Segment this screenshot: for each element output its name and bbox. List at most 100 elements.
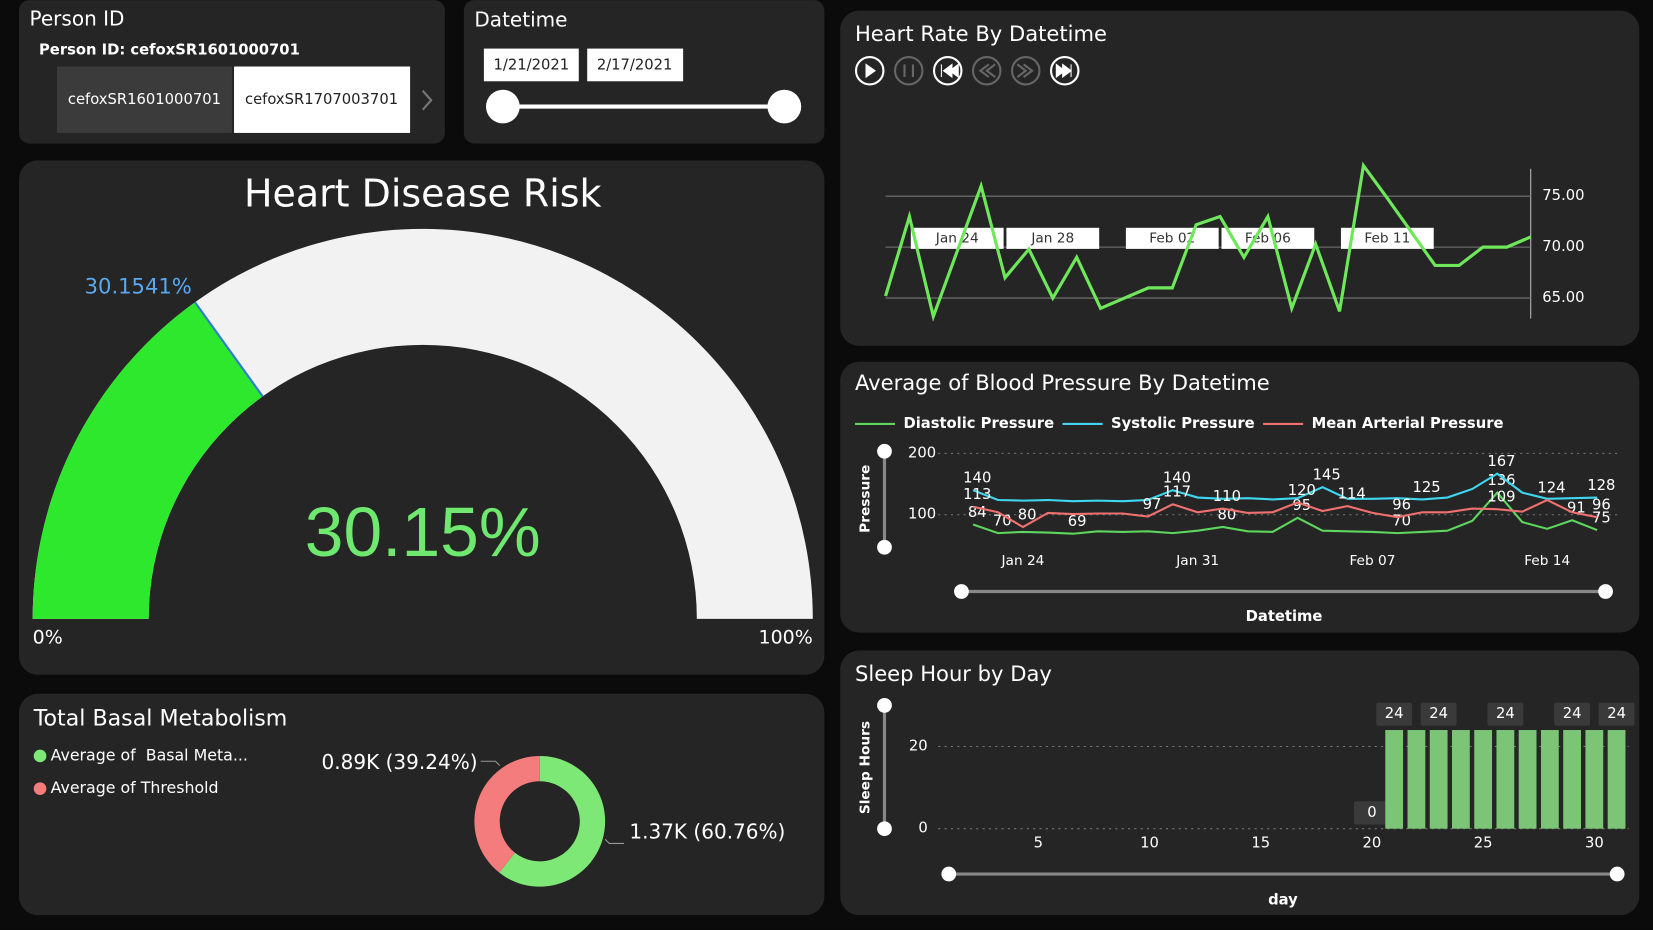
y-tick-label: 75.00 xyxy=(1542,187,1584,204)
chart-title: Average of Blood Pressure By Datetime xyxy=(855,370,1270,395)
data-label: 120 xyxy=(1288,482,1316,499)
data-label: 140 xyxy=(1163,470,1191,487)
play-controls xyxy=(854,55,1080,86)
y-tick-label: 20 xyxy=(909,737,928,754)
slider-handle[interactable] xyxy=(485,89,520,124)
data-label: 117 xyxy=(1163,484,1191,501)
x-tick-label: 30 xyxy=(1585,834,1604,851)
x-tick-label: Jan 24 xyxy=(935,230,979,246)
y-tick-label: 0 xyxy=(918,820,927,837)
slider-handle[interactable] xyxy=(1609,866,1625,882)
next-icon xyxy=(1016,63,1034,78)
first-icon xyxy=(940,63,959,79)
bar xyxy=(1540,730,1559,829)
legend-label: Average of Basal Meta... xyxy=(51,745,248,764)
data-label: 128 xyxy=(1587,477,1615,494)
date-start[interactable]: 1/21/2021 xyxy=(494,56,570,73)
date-input[interactable] xyxy=(483,48,579,82)
chart-title: Sleep Hour by Day xyxy=(855,661,1052,686)
slicer-item[interactable] xyxy=(234,66,411,133)
data-label: 24 xyxy=(1496,705,1515,722)
next-button[interactable] xyxy=(1010,55,1041,86)
x-tick-label: 10 xyxy=(1140,834,1159,851)
heart-panel xyxy=(840,10,1640,346)
gauge-value-label: 30.15% xyxy=(305,493,541,571)
x-tick-label: Feb 07 xyxy=(1349,553,1395,569)
slicer-header: Person ID: cefoxSR1601000701 xyxy=(39,42,300,59)
slider-handle[interactable] xyxy=(954,584,969,599)
date-end[interactable]: 2/17/2021 xyxy=(597,56,673,73)
data-label: 167 xyxy=(1487,453,1515,470)
gauge-tick-label: 100% xyxy=(759,626,813,648)
scroll-arrow[interactable] xyxy=(421,90,433,111)
pause-button[interactable] xyxy=(893,55,924,86)
slider-handle[interactable] xyxy=(877,539,892,555)
series-line xyxy=(884,161,1532,322)
data-label: 145 xyxy=(1313,467,1341,484)
chart-title: Heart Disease Risk xyxy=(244,172,602,216)
legend-label: Diastolic Pressure xyxy=(903,415,1054,432)
y-tick-label: 65.00 xyxy=(1542,289,1584,306)
pause-icon xyxy=(903,64,914,78)
last-icon xyxy=(1055,63,1072,79)
date-input[interactable] xyxy=(587,48,684,82)
data-label: 24 xyxy=(1563,705,1582,722)
data-label-box xyxy=(1420,702,1457,726)
x-axis-title: day xyxy=(1268,891,1298,908)
x-tick-label: Feb 02 xyxy=(1149,230,1195,246)
first-button[interactable] xyxy=(932,55,963,86)
data-label: 0.89K (39.24%) xyxy=(322,750,478,774)
slicer-title: Datetime xyxy=(474,8,567,32)
prev-icon xyxy=(978,63,996,78)
slider-handle[interactable] xyxy=(1598,584,1613,599)
legend-label: Average of Threshold xyxy=(51,778,219,797)
last-button[interactable] xyxy=(1049,55,1080,86)
bar xyxy=(1451,730,1470,829)
bar xyxy=(1474,730,1493,829)
x-tick-label: Jan 24 xyxy=(1001,553,1045,569)
data-label: 80 xyxy=(1018,506,1037,523)
slicer-item-label[interactable]: cefoxSR1707003701 xyxy=(245,91,398,108)
slicer-item[interactable] xyxy=(56,66,232,133)
y-axis-title: Sleep Hours xyxy=(858,721,874,814)
prev-button[interactable] xyxy=(971,55,1002,86)
data-label: 69 xyxy=(1068,513,1087,530)
data-label-box xyxy=(1376,702,1413,726)
data-label: 124 xyxy=(1537,479,1565,496)
y-tick-label: 200 xyxy=(908,444,936,461)
data-label: 140 xyxy=(963,470,991,487)
data-label: 95 xyxy=(1292,497,1311,514)
slider-handle[interactable] xyxy=(877,821,892,837)
data-label: 24 xyxy=(1429,705,1448,722)
play-button[interactable] xyxy=(854,55,885,86)
slicer-title: Person ID xyxy=(30,7,125,31)
gauge-value xyxy=(32,302,263,619)
slider-handle[interactable] xyxy=(941,866,957,882)
slicer-item-label[interactable]: cefoxSR1601000701 xyxy=(68,91,221,108)
data-label: 24 xyxy=(1607,705,1626,722)
bar xyxy=(1518,730,1537,829)
data-label: 110 xyxy=(1213,488,1241,505)
data-label-box xyxy=(1598,702,1635,726)
gauge-marker xyxy=(194,301,264,398)
gauge-tick-label: 0% xyxy=(33,626,63,648)
slider-handle[interactable] xyxy=(767,89,802,124)
x-tick-label: Feb 11 xyxy=(1364,230,1410,246)
series-line xyxy=(972,498,1598,529)
bar xyxy=(1407,730,1426,829)
x-tick-label: 15 xyxy=(1251,834,1270,851)
bar xyxy=(1429,730,1448,829)
x-tick-box xyxy=(910,227,1004,249)
data-label: 1.37K (60.76%) xyxy=(629,819,785,843)
y-tick-label: 70.00 xyxy=(1542,238,1584,255)
slider-handle[interactable] xyxy=(877,697,892,713)
legend-label: Mean Arterial Pressure xyxy=(1312,415,1504,432)
data-label: 113 xyxy=(963,486,991,503)
x-tick-label: 25 xyxy=(1474,834,1493,851)
data-label-box xyxy=(1354,801,1390,825)
slider-handle[interactable] xyxy=(877,443,892,459)
legend-swatch xyxy=(33,749,47,763)
bar xyxy=(1607,730,1626,829)
data-label: 96 xyxy=(1592,497,1611,514)
